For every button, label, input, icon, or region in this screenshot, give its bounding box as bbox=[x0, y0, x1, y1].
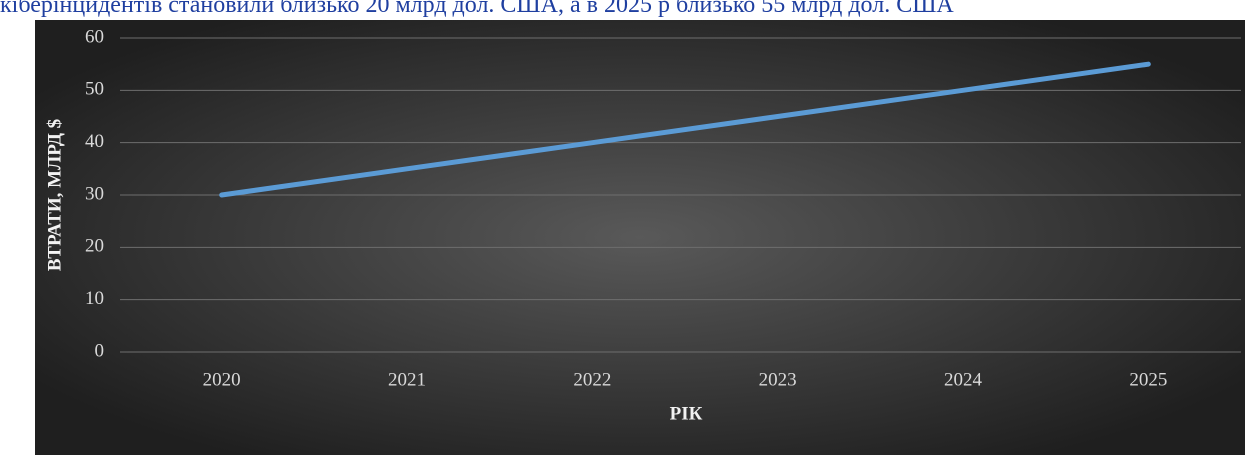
x-tick-label: 2023 bbox=[759, 369, 797, 390]
y-tick-label: 10 bbox=[85, 288, 104, 309]
y-tick-label: 50 bbox=[85, 79, 104, 100]
y-tick-label: 40 bbox=[85, 131, 104, 152]
y-tick-label: 30 bbox=[85, 183, 104, 204]
chart-background bbox=[35, 20, 1245, 455]
document-text: кіберінцидентів становили близько 20 млр… bbox=[0, 0, 954, 18]
x-axis-title: РІК bbox=[670, 403, 703, 424]
y-tick-label: 60 bbox=[85, 26, 104, 47]
x-tick-label: 2025 bbox=[1129, 369, 1167, 390]
x-tick-label: 2020 bbox=[203, 369, 241, 390]
y-axis-title: ВТРАТИ, МЛРД $ bbox=[44, 119, 65, 271]
x-tick-label: 2021 bbox=[388, 369, 426, 390]
x-tick-label: 2022 bbox=[573, 369, 611, 390]
x-tick-label: 2024 bbox=[944, 369, 983, 390]
data-line bbox=[219, 61, 1151, 198]
y-tick-label: 0 bbox=[95, 340, 105, 361]
y-tick-label: 20 bbox=[85, 236, 104, 257]
